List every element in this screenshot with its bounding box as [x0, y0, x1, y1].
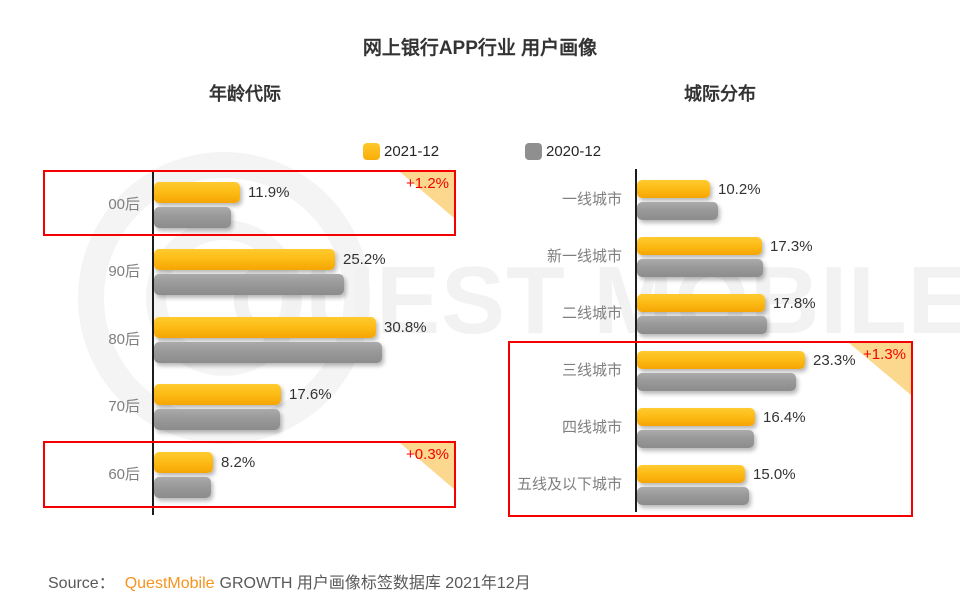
- chart-title-city: 城际分布: [684, 84, 756, 104]
- age-bar-row-2020: [154, 207, 231, 228]
- annotation-delta: +1.3%: [863, 346, 906, 363]
- bar-2020: [637, 487, 749, 505]
- city-bar-row-2021: 17.3%: [637, 237, 813, 255]
- annotation-delta: +0.3%: [406, 446, 449, 463]
- bar-2021: [637, 237, 762, 255]
- source-line: Source： QuestMobile GROWTH 用户画像标签数据库 202…: [48, 569, 531, 593]
- source-suffix: GROWTH 用户画像标签数据库 2021年12月: [219, 575, 531, 592]
- city-category-label: 新一线城市: [546, 248, 622, 265]
- city-chart-axis: [635, 169, 637, 512]
- age-category-label: 00后: [108, 196, 140, 213]
- bar-2021: [154, 317, 376, 338]
- bar-2020: [637, 373, 796, 391]
- city-bar-row-2021: 16.4%: [637, 408, 806, 426]
- bar-2021: [154, 452, 213, 473]
- age-bar-row-2020: [154, 477, 211, 498]
- city-bar-row-2021: 15.0%: [637, 465, 796, 483]
- highlight-box-city-lower-tiers: +1.3%: [508, 341, 913, 517]
- bar-value-label: 23.3%: [813, 351, 856, 369]
- highlight-corner-triangle-icon: [400, 443, 454, 489]
- bar-value-label: 17.6%: [289, 386, 332, 403]
- bar-2020: [637, 316, 767, 334]
- age-category-label: 60后: [108, 466, 140, 483]
- bar-2020: [637, 259, 763, 277]
- age-bar-row-2021: 17.6%: [154, 384, 332, 405]
- bar-2021: [154, 384, 281, 405]
- city-bar-row-2020: [637, 202, 718, 220]
- bar-2021: [637, 351, 805, 369]
- age-bar-row-2020: [154, 342, 382, 363]
- age-bar-row-2021: 11.9%: [154, 182, 289, 203]
- bar-value-label: 15.0%: [753, 465, 796, 483]
- city-bar-row-2020: [637, 316, 767, 334]
- city-bar-row-2020: [637, 373, 796, 391]
- bar-value-label: 17.3%: [770, 237, 813, 255]
- city-bar-row-2020: [637, 259, 763, 277]
- age-bar-row-2021: 8.2%: [154, 452, 255, 473]
- legend-item-2021: 2021-12: [363, 143, 439, 160]
- legend-swatch-2020-icon: [525, 143, 542, 160]
- bar-2020: [637, 202, 718, 220]
- city-bar-row-2021: 17.8%: [637, 294, 816, 312]
- city-category-label: 四线城市: [561, 419, 622, 436]
- city-bar-row-2021: 10.2%: [637, 180, 761, 198]
- source-brand: QuestMobile: [124, 575, 215, 592]
- bar-2021: [637, 294, 765, 312]
- annotation-delta: +1.2%: [406, 175, 449, 192]
- city-category-label: 三线城市: [561, 362, 622, 379]
- highlight-corner-triangle-icon: [400, 172, 454, 218]
- bar-value-label: 17.8%: [773, 294, 816, 312]
- legend-item-2020: 2020-12: [525, 143, 601, 160]
- bar-2020: [154, 207, 231, 228]
- bar-2020: [154, 342, 382, 363]
- bar-2021: [154, 249, 335, 270]
- highlight-box-age-00: +1.2%: [43, 170, 456, 236]
- page-title: 网上银行APP行业 用户画像: [362, 38, 598, 59]
- highlight-box-age-60: +0.3%: [43, 441, 456, 508]
- city-bar-row-2020: [637, 430, 754, 448]
- bar-2020: [154, 477, 211, 498]
- age-category-label: 80后: [108, 331, 140, 348]
- age-category-label: 70后: [108, 398, 140, 415]
- age-chart-axis: [152, 170, 154, 515]
- bar-value-label: 25.2%: [343, 251, 386, 268]
- city-bar-row-2021: 23.3%: [637, 351, 856, 369]
- legend-label-2021: 2021-12: [384, 143, 440, 160]
- legend-swatch-2021-icon: [363, 143, 380, 160]
- city-category-label: 二线城市: [561, 305, 622, 322]
- bar-2021: [637, 180, 710, 198]
- bar-value-label: 30.8%: [384, 319, 427, 336]
- legend-label-2020: 2020-12: [546, 143, 602, 160]
- bar-2021: [637, 408, 755, 426]
- age-bar-row-2020: [154, 274, 344, 295]
- bar-value-label: 8.2%: [221, 454, 256, 471]
- city-category-label: 一线城市: [561, 191, 622, 208]
- source-prefix: Source：: [48, 575, 115, 592]
- age-bar-row-2021: 25.2%: [154, 249, 386, 270]
- bar-2021: [637, 465, 745, 483]
- age-bar-row-2021: 30.8%: [154, 317, 427, 338]
- city-category-label: 五线及以下城市: [516, 476, 622, 493]
- bar-2020: [154, 274, 344, 295]
- bar-value-label: 10.2%: [718, 180, 761, 198]
- bar-value-label: 11.9%: [248, 184, 290, 201]
- age-bar-row-2020: [154, 409, 280, 430]
- age-category-label: 90后: [108, 263, 140, 280]
- city-bar-row-2020: [637, 487, 749, 505]
- bar-2020: [637, 430, 754, 448]
- highlight-corner-triangle-icon: [849, 343, 911, 395]
- chart-title-age: 年龄代际: [209, 84, 281, 104]
- bar-value-label: 16.4%: [763, 408, 806, 426]
- bar-2021: [154, 182, 240, 203]
- bar-2020: [154, 409, 280, 430]
